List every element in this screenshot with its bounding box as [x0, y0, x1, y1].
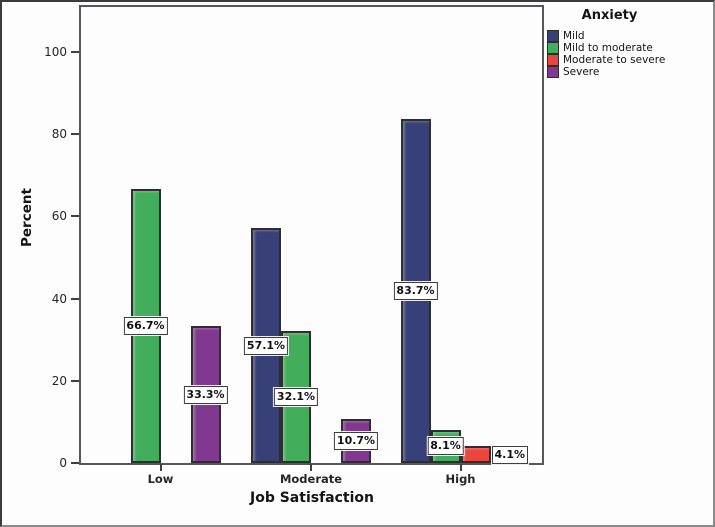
bar-data-label: 57.1% — [243, 336, 289, 355]
y-tick-label: 40 — [51, 291, 67, 306]
bar-data-label: 4.1% — [491, 445, 529, 464]
x-category-label: Low — [147, 472, 174, 486]
x-axis-title: Job Satisfaction — [250, 490, 374, 506]
legend-entry-label: Moderate to severe — [563, 54, 666, 66]
legend-swatch-moderate-to-severe — [547, 54, 559, 66]
bar-data-label: 33.3% — [183, 385, 228, 404]
bar-moderate-to-severe-high — [460, 446, 491, 463]
legend-entry-label: Severe — [563, 66, 600, 78]
legend-entry-label: Mild to moderate — [563, 42, 653, 54]
y-tick-label: 0 — [59, 456, 67, 470]
y-tick-mark — [71, 215, 79, 218]
legend-swatch-mild — [547, 30, 559, 42]
legend-entry-mild-to-moderate: Mild to moderate — [547, 42, 713, 54]
x-tick-mark — [159, 464, 162, 471]
y-tick-mark — [71, 462, 79, 464]
y-tick-label: 100 — [44, 45, 67, 59]
legend-entry-label: Mild — [563, 30, 585, 42]
y-tick-label: 60 — [51, 209, 67, 224]
legend-swatch-mild-to-moderate — [547, 42, 559, 54]
x-tick-mark — [310, 464, 312, 471]
x-category-label: High — [445, 472, 476, 486]
bar-data-label: 10.7% — [333, 432, 379, 450]
bar-data-label: 32.1% — [273, 388, 319, 407]
bar-data-label: 83.7% — [393, 281, 438, 300]
legend-entry-moderate-to-severe: Moderate to severe — [547, 54, 713, 66]
y-tick-mark — [71, 297, 79, 300]
legend-entries: Mild Mild to moderate Moderate to severe Se… — [547, 30, 713, 78]
legend-entry-severe: Severe — [547, 66, 713, 78]
y-tick-label: 20 — [51, 373, 67, 388]
legend: Anxiety Mild Mild to moderate Moderate to … — [547, 8, 713, 78]
legend-title: Anxiety — [581, 8, 638, 23]
y-tick-mark — [71, 379, 79, 382]
x-category-label: Moderate — [279, 472, 343, 486]
legend-swatch-severe — [547, 66, 559, 78]
y-tick-mark — [71, 133, 79, 136]
legend-entry-mild: Mild — [547, 30, 713, 42]
x-tick-mark — [459, 464, 462, 471]
bar-data-label: 66.7% — [123, 316, 168, 335]
y-tick-mark — [71, 51, 79, 53]
bar-data-label: 8.1% — [427, 437, 464, 456]
y-tick-label: 80 — [51, 127, 67, 142]
